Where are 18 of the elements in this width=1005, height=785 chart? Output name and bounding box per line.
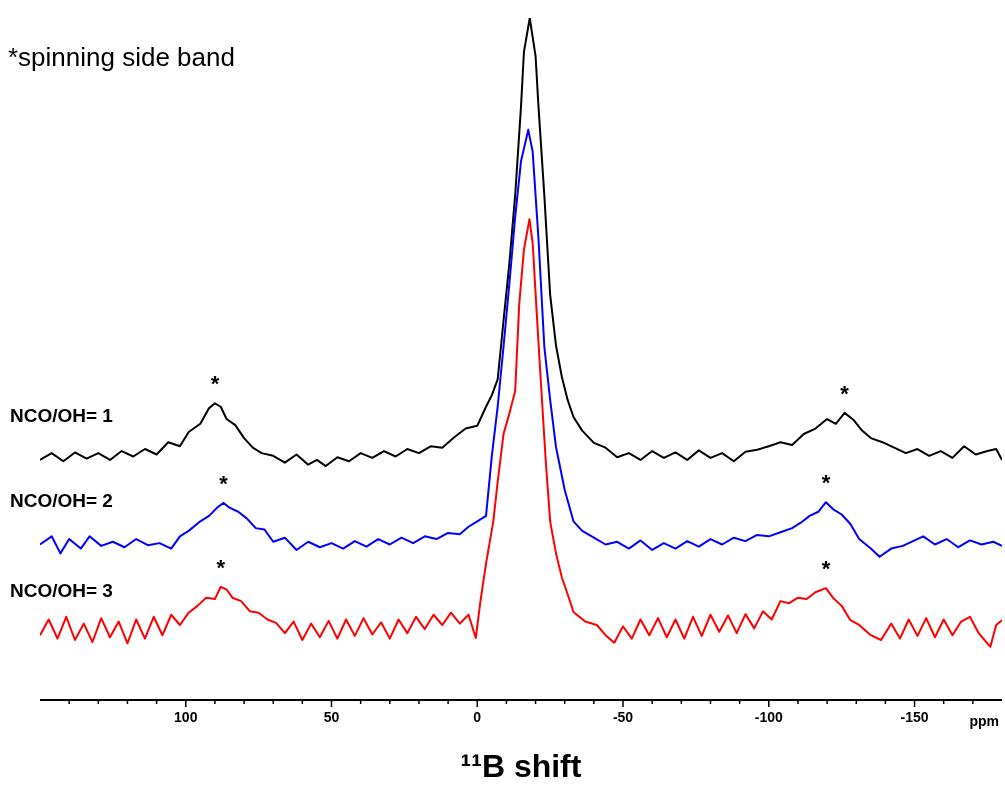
annotation: * bbox=[210, 371, 220, 397]
x-tick-label: 0 bbox=[473, 709, 482, 725]
series-label: NCO/OH= 3 bbox=[10, 580, 113, 602]
x-tick-label: -100 bbox=[754, 709, 784, 725]
series-label: NCO/OH= 1 bbox=[10, 404, 114, 426]
x-tick-label: 100 bbox=[174, 709, 198, 725]
annotation: * bbox=[219, 470, 229, 496]
annotation: * bbox=[821, 556, 831, 582]
x-tick-label: -150 bbox=[900, 709, 929, 725]
annotation: *spinning side band bbox=[8, 42, 235, 72]
series-label: NCO/OH= 2 bbox=[10, 489, 113, 511]
x-axis-title: ¹¹B shift bbox=[460, 748, 582, 784]
annotation: * bbox=[821, 470, 831, 496]
annotation: * bbox=[840, 380, 850, 406]
annotation: * bbox=[216, 554, 226, 580]
x-tick-label: -50 bbox=[612, 709, 634, 725]
text: ppm bbox=[969, 713, 999, 729]
x-tick-label: 50 bbox=[323, 709, 340, 725]
